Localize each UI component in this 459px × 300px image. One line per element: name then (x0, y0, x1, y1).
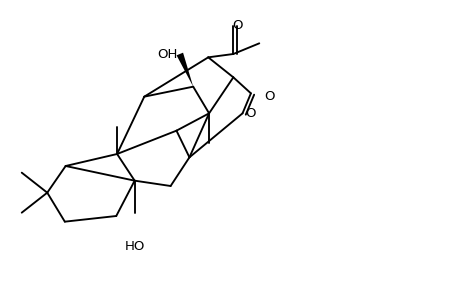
Polygon shape (176, 53, 193, 87)
Text: HO: HO (124, 240, 145, 253)
Text: O: O (264, 90, 274, 103)
Text: O: O (232, 19, 242, 32)
Text: O: O (245, 107, 256, 120)
Text: OH: OH (157, 47, 177, 61)
